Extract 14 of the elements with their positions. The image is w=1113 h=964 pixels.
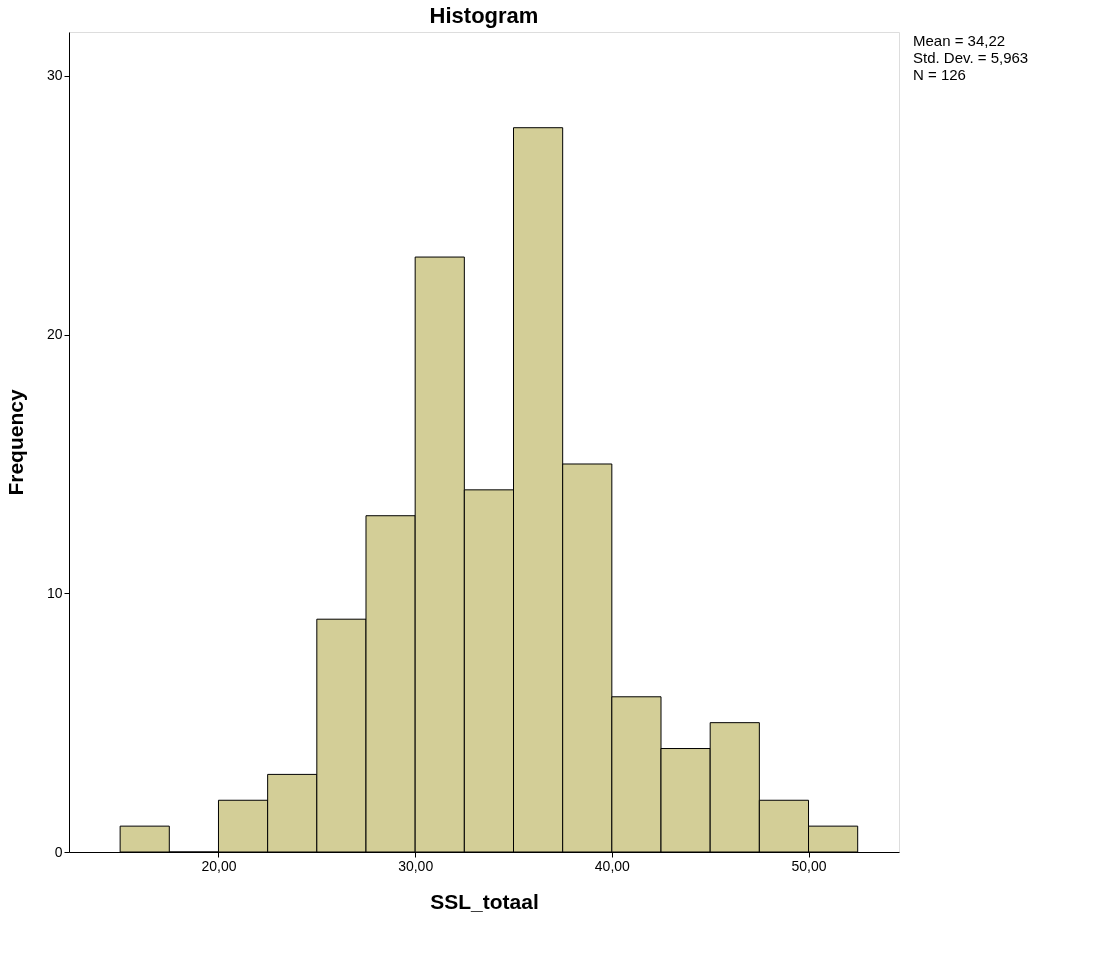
x-axis-title: SSL_totaal xyxy=(430,889,539,913)
text: Mean = 34,22 xyxy=(913,32,1006,49)
x-tick-label: 40,00 xyxy=(594,857,631,874)
text: N = 126 xyxy=(913,66,966,83)
x-tick-label: 20,00 xyxy=(201,857,237,874)
chart-title: Histogram xyxy=(429,3,539,28)
x-tick-label: 30,00 xyxy=(398,857,434,874)
text: Std. Dev. = 5,963 xyxy=(913,49,1029,66)
y-tick-label: 10 xyxy=(46,584,63,601)
y-tick-label: 0 xyxy=(54,843,63,860)
y-tick-label: 30 xyxy=(46,67,63,84)
x-tick-label: 50,00 xyxy=(791,857,827,874)
y-axis-title: Frequency xyxy=(3,389,27,496)
y-tick-label: 20 xyxy=(46,326,63,343)
